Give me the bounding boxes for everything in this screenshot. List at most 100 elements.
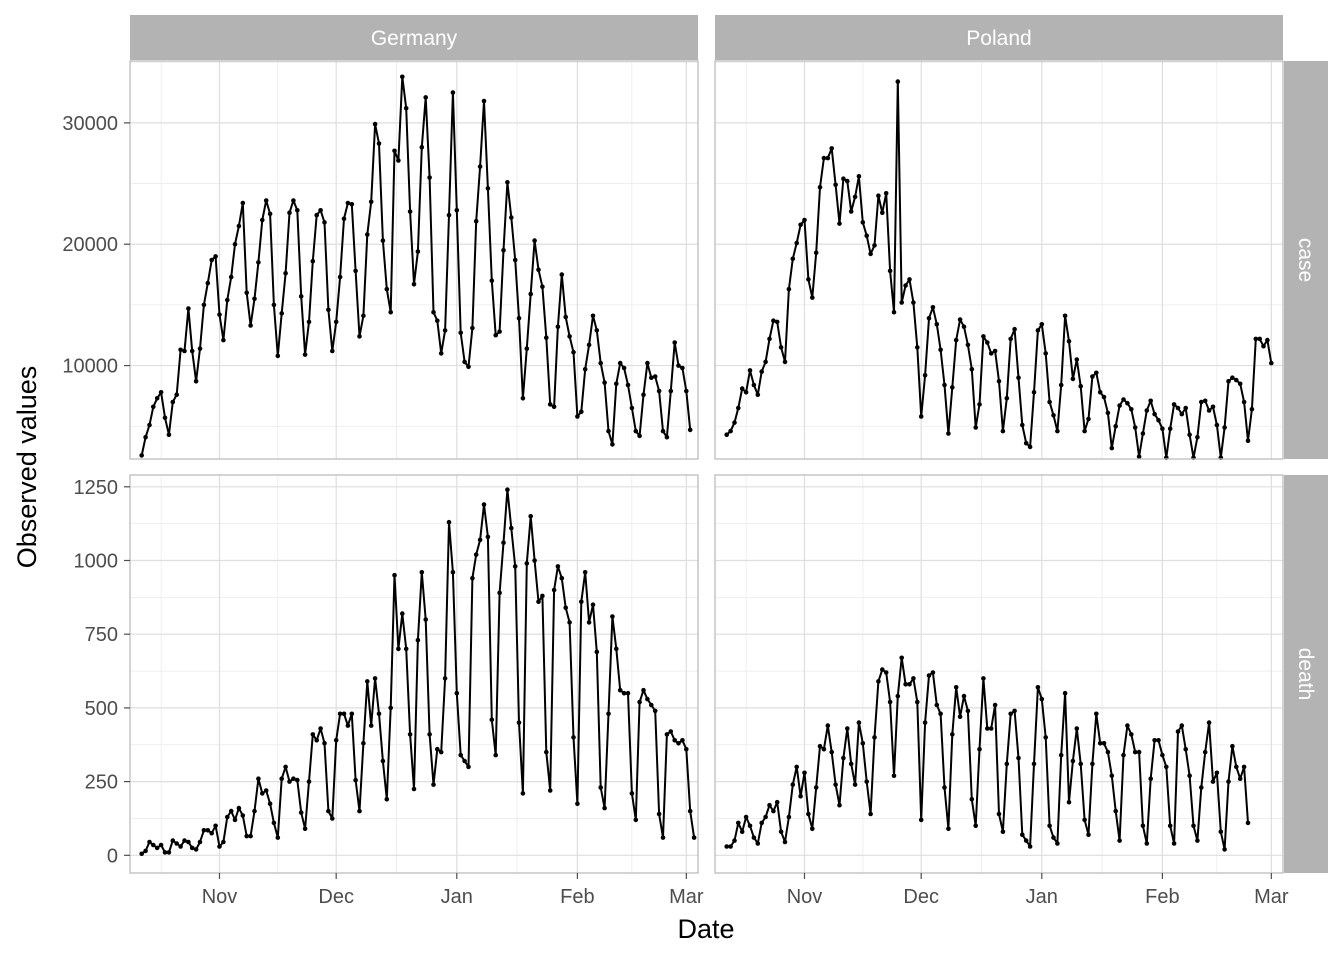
data-point: [310, 732, 316, 737]
data-point: [403, 106, 409, 111]
data-point: [415, 249, 421, 254]
data-point: [938, 711, 943, 717]
data-point: [392, 572, 397, 578]
data-point: [407, 732, 413, 737]
data-point: [158, 390, 164, 395]
y-tick-label: 20000: [62, 234, 118, 256]
data-point: [263, 788, 269, 793]
data-point: [295, 208, 300, 213]
data-point: [629, 405, 635, 411]
data-point: [1261, 343, 1266, 349]
data-point: [942, 785, 947, 790]
data-point: [759, 820, 764, 826]
data-point: [302, 826, 308, 832]
data-point: [582, 570, 588, 575]
data-point: [934, 322, 940, 327]
data-point: [314, 212, 320, 218]
data-point: [1086, 832, 1091, 837]
data-point: [614, 646, 619, 652]
data-point: [186, 839, 191, 845]
data-point: [1187, 432, 1192, 438]
data-point: [333, 319, 339, 325]
x-axis-title: Date: [677, 914, 734, 944]
data-point: [621, 365, 627, 371]
data-point: [1167, 426, 1173, 432]
data-point: [965, 708, 971, 714]
data-point: [767, 802, 772, 808]
data-point: [1035, 328, 1041, 333]
data-point: [1183, 746, 1188, 752]
data-point: [260, 217, 265, 223]
data-point: [411, 786, 417, 792]
panel-border: [714, 60, 1284, 460]
data-point: [1160, 752, 1165, 758]
facet-strip-case: [1284, 61, 1328, 459]
data-point: [271, 820, 277, 826]
data-point: [950, 732, 955, 737]
data-point: [376, 141, 382, 146]
data-point: [1269, 360, 1274, 366]
data-point: [641, 687, 646, 693]
data-point: [302, 352, 308, 357]
data-point: [961, 324, 967, 330]
data-point: [918, 817, 924, 823]
data-point: [248, 833, 253, 839]
data-point: [512, 564, 518, 569]
data-point: [763, 814, 768, 820]
data-point: [446, 519, 452, 525]
data-point: [988, 351, 994, 356]
data-point: [1109, 445, 1115, 451]
data-point: [1144, 841, 1150, 846]
facet-strip-poland: [715, 15, 1283, 60]
data-point: [864, 779, 869, 784]
data-point: [1043, 351, 1048, 356]
data-point: [743, 390, 749, 395]
data-point: [1210, 404, 1216, 410]
data-point: [1043, 735, 1048, 740]
data-point: [845, 178, 850, 184]
data-point: [852, 194, 858, 200]
data-point: [1195, 434, 1200, 440]
data-point: [759, 369, 764, 374]
data-point: [189, 845, 195, 851]
data-point: [1218, 829, 1224, 834]
data-point: [817, 743, 823, 749]
data-point: [833, 182, 838, 188]
data-point: [357, 808, 362, 814]
data-point: [485, 534, 491, 540]
data-point: [559, 575, 565, 581]
data-point: [755, 392, 761, 398]
data-point: [887, 699, 893, 705]
data-point: [1210, 779, 1216, 784]
data-point: [1094, 370, 1099, 376]
data-point: [880, 210, 885, 215]
data-point: [1125, 723, 1130, 728]
data-point: [774, 319, 780, 325]
data-point: [652, 708, 658, 714]
data-point: [310, 258, 316, 264]
data-point: [680, 365, 685, 371]
y-tick-label: 750: [85, 624, 118, 646]
data-point: [876, 679, 881, 684]
data-point: [1202, 398, 1208, 404]
data-point: [473, 552, 479, 557]
data-point: [260, 791, 265, 796]
data-point: [732, 838, 737, 843]
data-point: [166, 432, 172, 438]
data-point: [594, 328, 600, 333]
data-point: [977, 402, 982, 407]
data-point: [743, 814, 749, 820]
data-point: [174, 841, 179, 846]
data-point: [946, 431, 951, 436]
data-point: [637, 433, 642, 439]
data-point: [458, 752, 464, 758]
data-point: [1066, 799, 1072, 805]
y-tick-label: 10000: [62, 356, 118, 378]
data-point: [147, 422, 152, 428]
data-point: [462, 359, 467, 365]
data-point: [794, 240, 799, 246]
data-point: [497, 329, 502, 334]
data-point: [544, 335, 549, 341]
data-point: [170, 399, 176, 405]
